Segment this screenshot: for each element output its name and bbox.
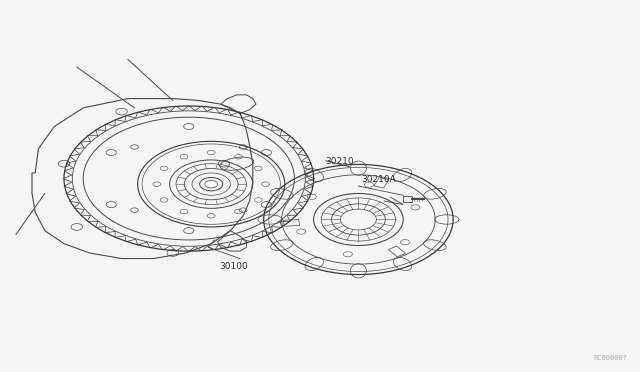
Bar — [284, 219, 300, 226]
Bar — [403, 196, 412, 202]
Bar — [374, 177, 389, 188]
Bar — [388, 246, 406, 257]
Text: RC00000?: RC00000? — [593, 355, 627, 361]
Text: 30210: 30210 — [325, 157, 354, 166]
Text: 30100: 30100 — [220, 262, 248, 271]
Text: 30210A: 30210A — [362, 175, 396, 184]
